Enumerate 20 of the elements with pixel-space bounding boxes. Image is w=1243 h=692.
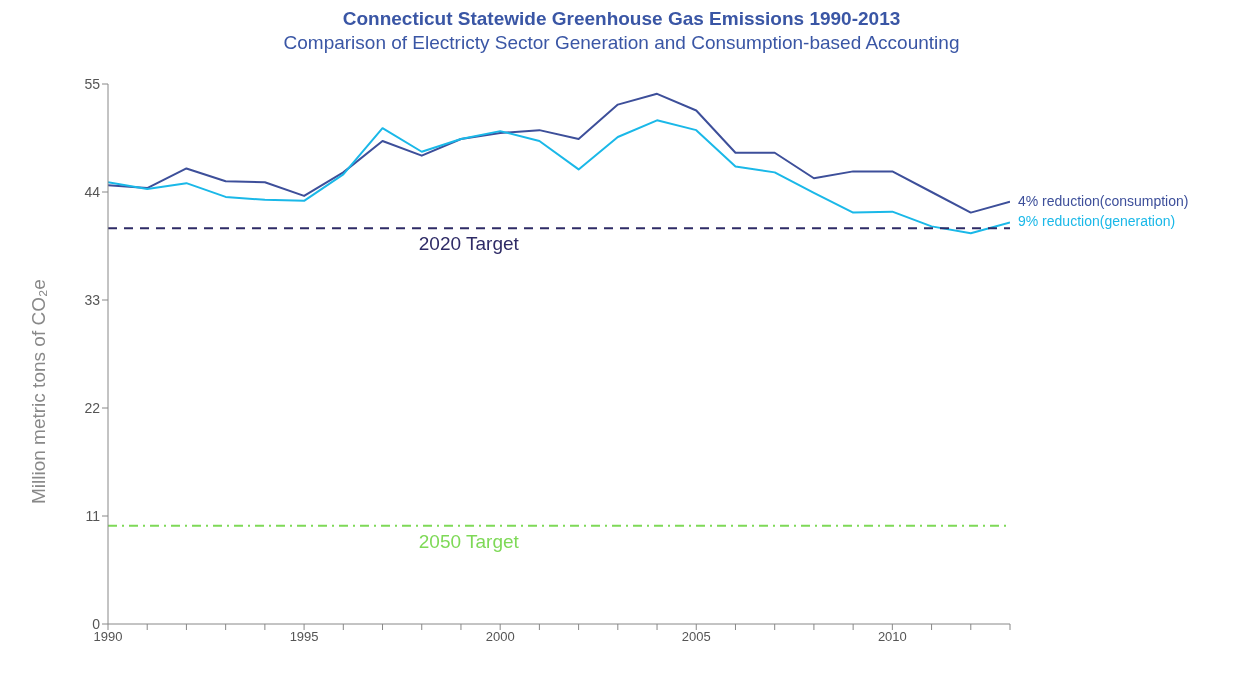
x-tick-label: 1990 (93, 629, 123, 645)
y-axis-title: Million metric tons of CO₂e (27, 279, 49, 504)
series-label: 4% reduction(consumption) (1018, 192, 1189, 209)
series-label: 9% reduction(generation) (1018, 213, 1176, 230)
chart-title: Connecticut Statewide Greenhouse Gas Emissions 1990-2013 (341, 8, 902, 30)
chart-subtitle: Comparison of Electricty Sector Generation and Consumption-based Accounting (282, 32, 961, 54)
line-series (108, 119, 1010, 235)
y-tick-label: 44 (84, 183, 101, 200)
x-tick-label: 2010 (877, 629, 907, 645)
y-tick-label: 0 (92, 615, 101, 632)
y-tick-label: 55 (84, 75, 101, 92)
ref-line-label: 2050 Target (418, 530, 520, 552)
y-tick-label: 11 (85, 507, 101, 524)
x-tick-label: 2005 (681, 629, 711, 645)
y-tick-label: 22 (84, 399, 101, 416)
x-tick-label: 1995 (289, 629, 319, 645)
line-series (108, 92, 1010, 214)
x-tick-label: 2000 (485, 629, 515, 645)
ref-line-label: 2020 Target (418, 233, 520, 255)
y-tick-label: 33 (84, 291, 101, 308)
